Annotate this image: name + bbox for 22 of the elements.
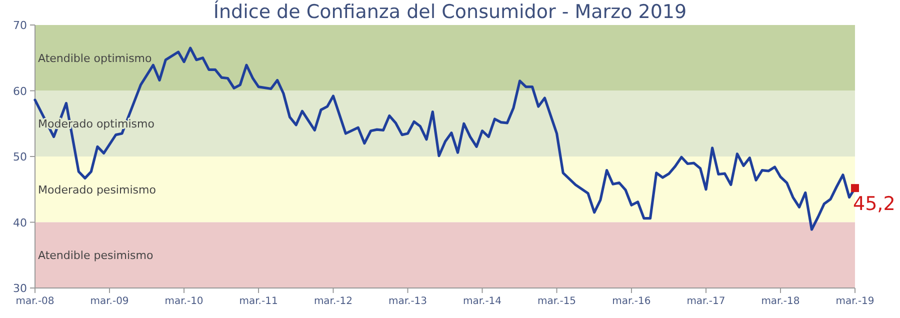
x-tick-label: mar.-10: [164, 296, 204, 307]
y-tick-label: 30: [13, 282, 27, 295]
y-tick-label: 60: [13, 84, 27, 98]
x-tick-label: mar.-19: [836, 296, 874, 307]
band-label: Atendible pesimismo: [38, 249, 154, 262]
band-label: Moderado pesimismo: [38, 183, 156, 196]
chart-title: Índice de Confianza del Consumidor - Marzo 2019: [213, 0, 687, 23]
x-tick-label: mar.-14: [462, 296, 502, 307]
data-label: 45,2: [853, 193, 896, 216]
y-tick-label: 70: [13, 19, 27, 32]
y-tick-label: 40: [13, 216, 27, 230]
y-tick-label: 50: [13, 150, 27, 164]
x-tick-label: mar.-08: [16, 296, 54, 307]
x-tick-label: mar.-18: [761, 296, 800, 307]
x-tick-label: mar.-15: [537, 296, 576, 307]
x-tick-label: mar.-09: [90, 296, 129, 307]
band-label: Atendible optimismo: [38, 52, 152, 65]
x-tick-label: mar.-13: [388, 296, 428, 307]
x-tick-label: mar.-16: [612, 296, 651, 307]
x-tick-label: mar.-17: [686, 296, 726, 307]
x-tick-label: mar.-12: [314, 296, 353, 307]
x-tick-label: mar.-11: [239, 296, 278, 307]
